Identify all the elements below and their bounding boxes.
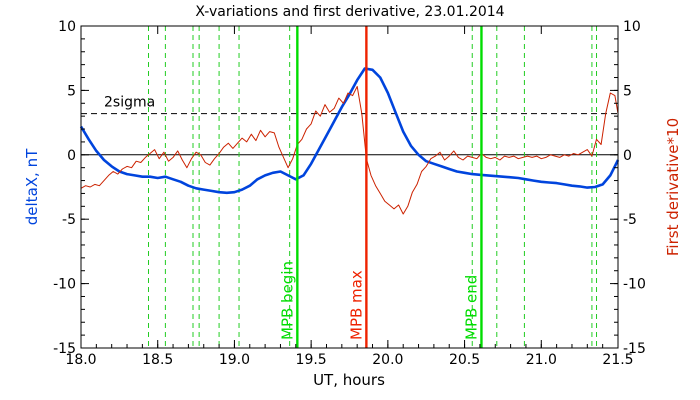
reference-lines: 2sigma [81, 26, 618, 348]
y-tick-label-left: -15 [53, 341, 76, 357]
vline-label-mpb-end: MPB end [462, 275, 480, 340]
y-tick-label-right: -5 [623, 212, 637, 228]
x-tick-label: 19.0 [219, 352, 250, 368]
x-tick-label: 20.0 [372, 352, 403, 368]
x-tick-label: 18.5 [142, 352, 173, 368]
y-tick-label-right: 0 [623, 148, 632, 164]
y-axis-label-left: deltaX, nT [23, 148, 41, 225]
y-tick-label-right: -10 [623, 277, 646, 293]
y-tick-label-left: 5 [67, 83, 76, 99]
y-tick-label-left: -5 [62, 212, 76, 228]
series-layer: MPB begin MPB max MPB end [79, 26, 620, 348]
y-tick-label-right: 5 [623, 83, 632, 99]
y-tick-label-right: 10 [623, 19, 641, 35]
y-tick-label-right: -15 [623, 341, 646, 357]
x-axis-label: UT, hours [313, 371, 385, 389]
plot-frame [80, 25, 619, 349]
y-axis-label-right: First derivative*10 [664, 118, 682, 256]
x-tick-label: 18.0 [65, 352, 96, 368]
x-tick-label: 19.5 [296, 352, 327, 368]
x-tick-label: 20.5 [449, 352, 480, 368]
y-tick-label-left: 10 [58, 19, 76, 35]
vline-label-mpb-max: MPB max [347, 270, 365, 340]
chart-title: X-variations and first derivative, 23.01… [195, 4, 504, 20]
y-tick-label-left: 0 [67, 148, 76, 164]
series-line-derivative [80, 86, 619, 215]
sigma-label: 2sigma [104, 95, 155, 111]
x-tick-label: 21.0 [526, 352, 557, 368]
x-tick-label: 21.5 [602, 352, 633, 368]
vline-label-mpb-begin: MPB begin [278, 261, 296, 340]
y-tick-label-left: -10 [53, 277, 76, 293]
axes: 18.0 18.5 19.0 19.5 20.0 20.5 21.0 21.5 10 10 5 5 0 0… [53, 19, 646, 368]
